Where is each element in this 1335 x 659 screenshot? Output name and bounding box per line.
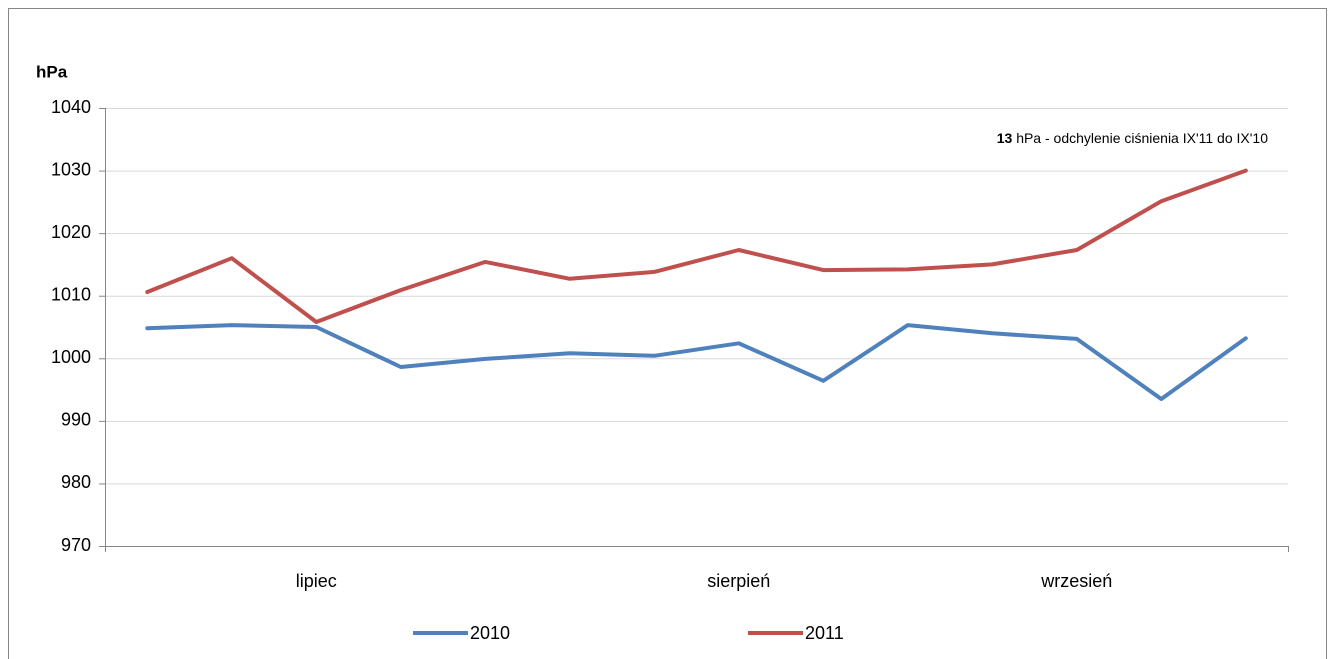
y-tick-label: 990	[61, 410, 91, 430]
y-tick-label: 1010	[51, 284, 91, 304]
chart-border	[8, 8, 1327, 659]
legend-label: 2011	[805, 623, 844, 643]
y-axis-label: hPa	[36, 62, 68, 81]
y-tick-label: 980	[61, 472, 91, 492]
x-tick-label: wrzesień	[1040, 571, 1112, 591]
y-tick-label: 1020	[51, 222, 91, 242]
data-line	[145, 168, 1248, 324]
y-tick-label: 1040	[51, 97, 91, 117]
legend-label: 2010	[470, 623, 510, 643]
y-tick-label: 1000	[51, 347, 91, 367]
y-tick-label: 970	[61, 535, 91, 555]
y-tick-label: 1030	[51, 159, 91, 179]
x-tick-label: sierpień	[707, 571, 770, 591]
annotation: 13 hPa - odchylenie ciśnienia IX'11 do I…	[997, 130, 1268, 146]
annotation-text: hPa - odchylenie ciśnienia IX'11 do IX'1…	[1016, 130, 1268, 146]
x-tick-label: lipiec	[296, 571, 337, 591]
annotation-bold: 13	[997, 130, 1013, 146]
data-line	[145, 323, 1248, 401]
